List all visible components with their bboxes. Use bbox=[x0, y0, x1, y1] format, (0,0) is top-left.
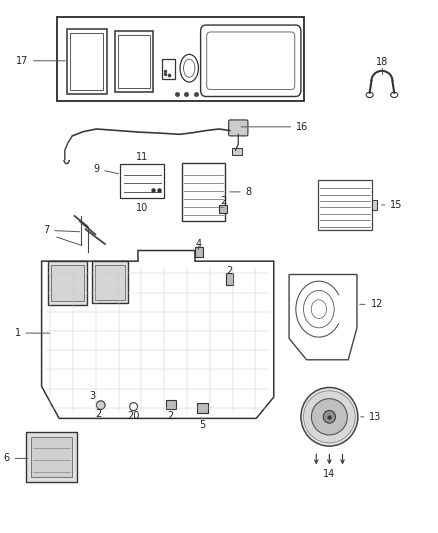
Bar bbox=[226, 273, 233, 285]
Text: 11: 11 bbox=[136, 152, 148, 161]
Bar bbox=[48, 261, 87, 305]
Text: 2: 2 bbox=[168, 411, 174, 421]
Bar bbox=[219, 205, 227, 213]
Text: 13: 13 bbox=[360, 412, 381, 422]
Text: 12: 12 bbox=[360, 300, 383, 309]
Bar bbox=[31, 437, 72, 477]
Text: 1: 1 bbox=[14, 328, 50, 338]
Bar bbox=[57, 17, 304, 101]
Text: 18: 18 bbox=[376, 56, 388, 67]
Bar bbox=[318, 180, 372, 230]
Text: 20: 20 bbox=[127, 411, 140, 421]
Bar bbox=[26, 432, 77, 482]
Text: 2: 2 bbox=[220, 196, 226, 206]
Text: 2: 2 bbox=[226, 266, 232, 276]
Bar bbox=[92, 261, 128, 303]
Ellipse shape bbox=[96, 401, 105, 409]
Text: 4: 4 bbox=[195, 239, 201, 248]
Ellipse shape bbox=[304, 391, 355, 443]
Text: 15: 15 bbox=[381, 200, 403, 210]
Text: 17: 17 bbox=[16, 56, 65, 66]
Ellipse shape bbox=[301, 387, 358, 446]
Text: 2: 2 bbox=[95, 409, 102, 419]
Bar bbox=[182, 163, 225, 221]
Bar bbox=[51, 265, 84, 301]
Bar bbox=[120, 164, 164, 198]
Bar bbox=[372, 200, 377, 210]
Text: 3: 3 bbox=[89, 391, 95, 401]
Ellipse shape bbox=[323, 410, 336, 423]
Text: 6: 6 bbox=[4, 454, 28, 463]
Text: 10: 10 bbox=[136, 203, 148, 213]
Ellipse shape bbox=[311, 399, 347, 435]
FancyBboxPatch shape bbox=[229, 120, 248, 136]
Text: 16: 16 bbox=[241, 122, 308, 132]
Bar bbox=[162, 59, 175, 79]
Bar bbox=[195, 247, 203, 257]
Text: 14: 14 bbox=[323, 470, 336, 479]
Text: 5: 5 bbox=[200, 420, 206, 430]
Bar bbox=[232, 148, 242, 155]
Text: 9: 9 bbox=[93, 164, 119, 174]
Text: 8: 8 bbox=[230, 187, 252, 197]
Bar bbox=[166, 400, 176, 409]
Bar bbox=[197, 403, 208, 413]
Bar bbox=[95, 265, 125, 300]
Text: 7: 7 bbox=[43, 225, 80, 235]
